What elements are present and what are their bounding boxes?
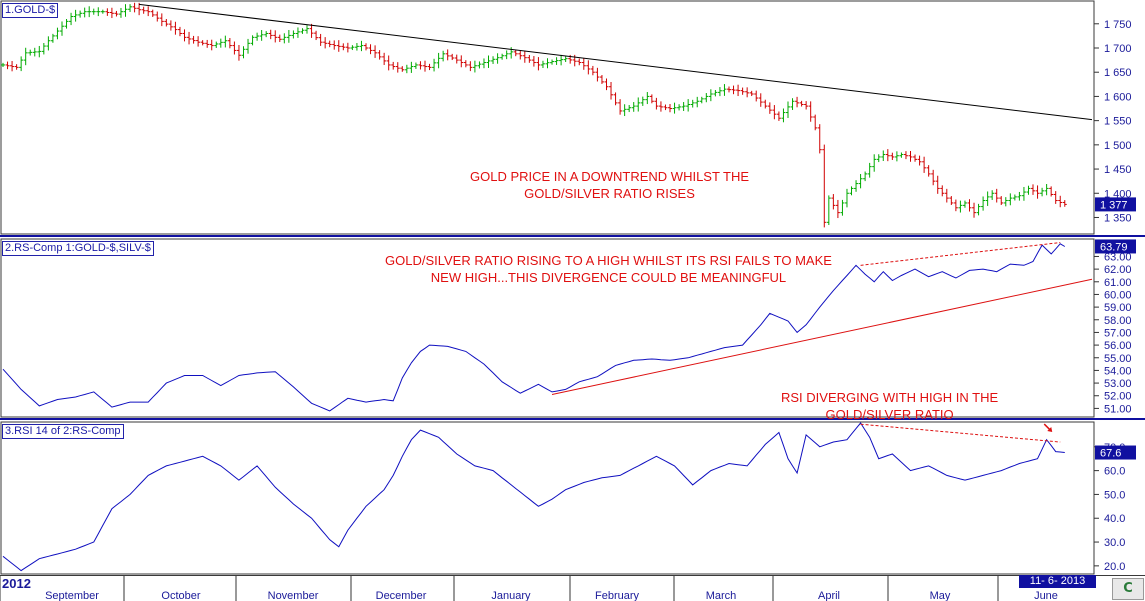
ratio-y-tick-label: 60.00 (1104, 289, 1132, 301)
price-y-tick-label: 1 750 (1104, 19, 1132, 31)
ratio-annotation-line: NEW HIGH...THIS DIVERGENCE COULD BE MEAN… (430, 270, 787, 285)
rsi-annotation: RSI DIVERGING WITH HIGH IN THE GOLD/SILV… (781, 389, 998, 423)
rsi-panel-marks (2, 422, 1065, 572)
ratio-y-tick-label: 52.00 (1104, 391, 1132, 403)
price-y-tick-label: 1 600 (1104, 91, 1132, 103)
rsi-series-line (2, 422, 1065, 572)
last-value-box (1095, 197, 1136, 212)
price-y-tick-label: 1 500 (1104, 140, 1132, 152)
price-y-tick-label: 1 400 (1104, 188, 1132, 200)
rsi-panel-frame (0, 421, 1095, 575)
ratio-y-tick-label: 51.00 (1104, 403, 1132, 415)
x-month-label: January (491, 590, 531, 601)
x-month-label: September (45, 590, 99, 601)
price-y-tick-label: 1 350 (1104, 212, 1132, 224)
x-axis-labels: September October November December January F… (0, 576, 1058, 601)
ratio-y-tick-label: 57.00 (1104, 327, 1132, 339)
x-month-label: June (1034, 590, 1058, 601)
x-month-label: October (161, 590, 200, 601)
x-month-label: December (376, 590, 427, 601)
last-value-box (1095, 239, 1136, 254)
ratio-panel-marks (2, 242, 1093, 412)
ratio-panel-title[interactable]: 2.RS-Comp 1:GOLD-$,SILV-$ (2, 241, 154, 256)
current-date-display: 11- 6- 2013 (1019, 575, 1096, 588)
ratio-panel-frame (0, 238, 1095, 418)
last-value-label: 1 377 (1100, 199, 1128, 211)
ratio-y-tick-label: 56.00 (1104, 340, 1132, 352)
ratio-series-line (2, 243, 1066, 412)
rsi-y-tick-label: 30.0 (1104, 537, 1125, 549)
price-y-tick-label: 1 450 (1104, 164, 1132, 176)
ratio-y-tick-label: 61.00 (1104, 277, 1132, 289)
rsi-annotation-line: GOLD/SILVER RATIO (825, 407, 954, 422)
rsi-annotation-line: RSI DIVERGING WITH HIGH IN THE (781, 390, 999, 405)
last-value-label: 67.6 (1100, 448, 1121, 460)
price-annotation-line: GOLD/SILVER RATIO RISES (524, 186, 695, 201)
ratio-y-tick-label: 62.00 (1104, 264, 1132, 276)
ratio-y-tick-label: 58.00 (1104, 315, 1132, 327)
y-axis-labels: 1 350 1 400 1 450 1 500 1 550 1 600 1 650 1 700… (1094, 19, 1136, 573)
ratio-annotation: GOLD/SILVER RATIO RISING TO A HIGH WHILS… (385, 252, 832, 286)
rsi-y-tick-label: 50.0 (1104, 489, 1125, 501)
rsi-arrow-head-icon (1047, 427, 1053, 433)
rsi-y-tick-label: 20.0 (1104, 561, 1125, 573)
year-label: 2012 (2, 576, 31, 591)
rsi-y-tick-label: 40.0 (1104, 513, 1125, 525)
ratio-y-tick-label: 54.00 (1104, 365, 1132, 377)
ratio-y-tick-label: 53.00 (1104, 378, 1132, 390)
price-panel-title[interactable]: 1.GOLD-$ (2, 3, 59, 18)
ratio-y-tick-label: 63.00 (1104, 251, 1132, 263)
x-month-label: November (268, 590, 319, 601)
x-month-label: March (706, 590, 737, 601)
price-panel-marks (1, 2, 1093, 228)
last-value-box (1095, 445, 1136, 460)
ratio-support-trendline (551, 278, 1093, 395)
x-month-label: April (818, 590, 840, 601)
price-y-tick-label: 1 550 (1104, 116, 1132, 128)
price-y-tick-label: 1 650 (1104, 67, 1132, 79)
rsi-divergence-line (860, 423, 1061, 443)
price-panel-frame (0, 0, 1095, 235)
price-annotation: GOLD PRICE IN A DOWNTREND WHILST THE GOL… (470, 168, 749, 202)
rsi-y-tick-label: 60.0 (1104, 466, 1125, 478)
c-logo-icon[interactable]: C (1112, 578, 1144, 600)
price-y-tick-label: 1 700 (1104, 43, 1132, 55)
rsi-panel-title[interactable]: 3.RSI 14 of 2:RS-Comp (2, 424, 124, 439)
ratio-y-tick-label: 59.00 (1104, 302, 1132, 314)
x-month-label: February (595, 590, 640, 601)
price-annotation-line: GOLD PRICE IN A DOWNTREND WHILST THE (470, 169, 750, 184)
x-month-label: May (930, 590, 951, 601)
ratio-divergence-line (860, 242, 1061, 266)
ratio-y-tick-label: 55.00 (1104, 353, 1132, 365)
price-trendline (139, 3, 1093, 121)
last-value-label: 63.79 (1100, 241, 1128, 253)
ratio-annotation-line: GOLD/SILVER RATIO RISING TO A HIGH WHILS… (385, 253, 832, 268)
